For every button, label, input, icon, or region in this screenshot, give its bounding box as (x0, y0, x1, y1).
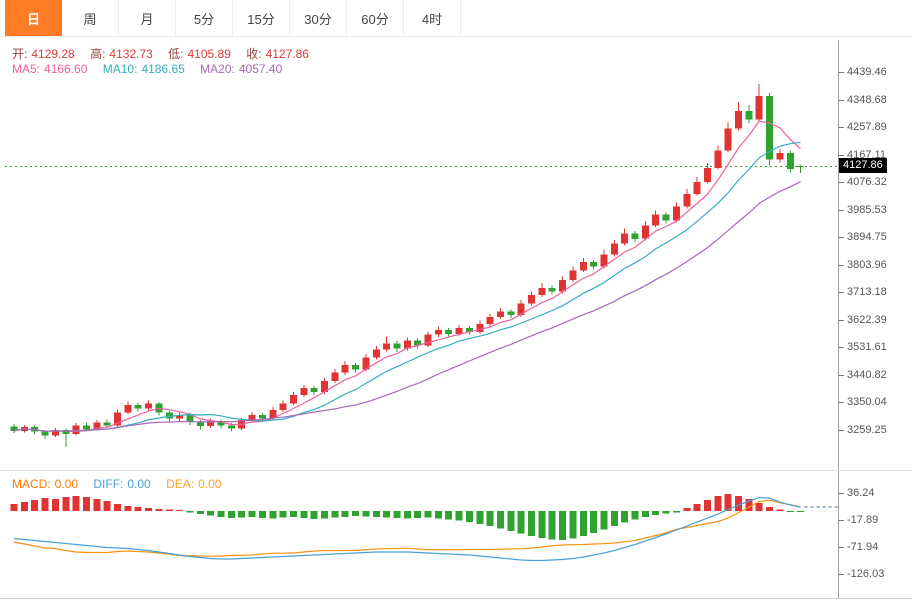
close-value: 4127.86 (265, 47, 309, 61)
price-chart-canvas[interactable] (5, 40, 838, 470)
diff-label: DIFF: (93, 477, 124, 491)
ohlc-legend: 开: 4129.28 高: 4132.73 低: 4105.89 收: 4127.86 (12, 45, 321, 62)
ma20-label: MA20: (200, 62, 235, 76)
diff-value: 0.00 (127, 477, 151, 491)
diff-pair: DIFF: 0.00 (93, 477, 150, 491)
low-label: 低: (168, 47, 184, 61)
ohlc-high: 高: 4132.73 (90, 47, 153, 61)
price-axis-label: 3531.61 (839, 340, 887, 354)
macd-legend: MACD: 0.00 DIFF: 0.00 DEA: 0.00 (12, 477, 233, 491)
price-axis-label: 4439.46 (839, 65, 887, 79)
macd-axis-label: -71.94 (839, 540, 878, 554)
price-axis-label: 4348.68 (839, 93, 887, 107)
interval-tabbar: 日周月 5分 15分 30分 60分 4时 (0, 0, 912, 37)
macd-axis: 36.24 -17.89 -71.94 -126.03 (839, 473, 912, 598)
panel-divider (0, 470, 912, 471)
price-axis-label: 3894.75 (839, 230, 887, 244)
tab-day[interactable]: 日 (5, 0, 62, 36)
macd-axis-label: 36.24 (839, 486, 875, 500)
price-axis: 4127.86 4439.46 4348.68 4257.89 4167.11 4076… (839, 40, 912, 470)
dea-pair: DEA: 0.00 (166, 477, 221, 491)
price-axis-label: 3985.53 (839, 203, 887, 217)
high-value: 4132.73 (109, 47, 153, 61)
ma20-value: 4057.40 (238, 62, 283, 76)
ma-legend: MA5: 4166.60 MA10: 4186.65 MA20: 4057.40 (12, 62, 294, 76)
macd-label: MACD: (12, 477, 51, 491)
price-axis-label: 4257.89 (839, 120, 887, 134)
close-label: 收: (246, 47, 262, 61)
dea-label: DEA: (166, 477, 195, 491)
tab-15min[interactable]: 15分 (233, 0, 290, 36)
tab-60min[interactable]: 60分 (347, 0, 404, 36)
ma5-value: 4166.60 (44, 62, 88, 76)
ma5-label: MA5: (12, 62, 41, 76)
macd-pair: MACD: 0.00 (12, 477, 78, 491)
tab-30min[interactable]: 30分 (290, 0, 347, 36)
ma10-value: 4186.65 (141, 62, 185, 76)
ma5-legend: MA5: 4166.60 (12, 62, 87, 76)
dea-value: 0.00 (198, 477, 222, 491)
ma20-legend: MA20: 4057.40 (200, 62, 282, 76)
tab-4hour[interactable]: 4时 (404, 0, 461, 36)
high-label: 高: (90, 47, 106, 61)
macd-chart-canvas[interactable] (5, 473, 838, 598)
ohlc-low: 低: 4105.89 (168, 47, 231, 61)
ma10-legend: MA10: 4186.65 (103, 62, 185, 76)
ohlc-open: 开: 4129.28 (12, 47, 75, 61)
ma10-label: MA10: (102, 62, 138, 76)
macd-axis-label: -17.89 (839, 513, 878, 527)
price-axis-label: 3440.82 (839, 368, 887, 382)
price-axis-label: 3803.96 (839, 258, 887, 272)
price-axis-label: 3622.39 (839, 313, 887, 327)
open-label: 开: (12, 47, 28, 61)
price-axis-label: 3259.25 (839, 423, 887, 437)
macd-axis-label: -126.03 (839, 567, 884, 581)
macd-value: 0.00 (54, 477, 79, 491)
ohlc-close: 收: 4127.86 (246, 47, 309, 61)
price-axis-label: 3350.04 (839, 395, 887, 409)
price-axis-label: 4076.32 (839, 175, 887, 189)
tab-5min[interactable]: 5分 (176, 0, 233, 36)
tab-month[interactable]: 月 (119, 0, 176, 36)
price-axis-label: 3713.18 (839, 285, 887, 299)
current-price-badge: 4127.86 (839, 158, 887, 173)
chart-bottom-border (0, 598, 912, 599)
tab-week[interactable]: 周 (62, 0, 119, 36)
open-value: 4129.28 (31, 47, 75, 61)
low-value: 4105.89 (187, 47, 231, 61)
